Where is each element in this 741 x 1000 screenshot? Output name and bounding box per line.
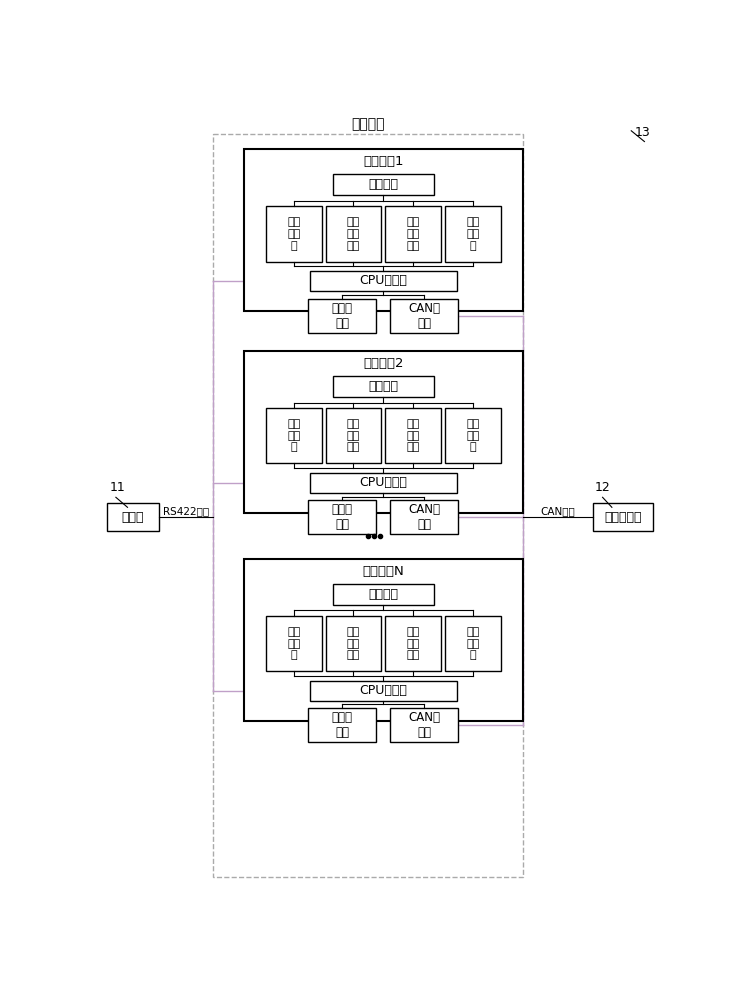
Text: RS422总线: RS422总线 (163, 506, 209, 516)
Bar (333, 584, 433, 605)
Bar (325, 408, 382, 463)
Text: CPU处理器: CPU处理器 (359, 684, 408, 697)
Text: 串口驱
动器: 串口驱 动器 (332, 503, 353, 531)
Text: 通讯装置2: 通讯装置2 (363, 357, 404, 370)
Bar (391, 708, 459, 742)
Bar (266, 616, 322, 671)
Text: 11: 11 (110, 481, 125, 494)
Bar (385, 408, 441, 463)
Bar (308, 708, 376, 742)
Text: CAN总线: CAN总线 (540, 506, 575, 516)
Bar (244, 351, 522, 513)
Text: CAN驱
动器: CAN驱 动器 (408, 711, 440, 739)
Bar (333, 174, 433, 195)
Bar (310, 681, 457, 701)
Bar (325, 616, 382, 671)
Text: 电源模块: 电源模块 (368, 588, 398, 601)
Text: 棒位探测器: 棒位探测器 (604, 511, 642, 524)
Bar (308, 299, 376, 333)
Bar (107, 503, 159, 531)
Text: 通讯装置1: 通讯装置1 (363, 155, 404, 168)
Text: 电源模块: 电源模块 (368, 380, 398, 393)
Bar (310, 473, 457, 493)
Bar (445, 408, 501, 463)
Text: CAN驱
动器: CAN驱 动器 (408, 503, 440, 531)
Text: 温度
监测
模块: 温度 监测 模块 (407, 627, 419, 660)
Text: 故障
指示
灯: 故障 指示 灯 (466, 217, 479, 251)
Bar (266, 206, 322, 262)
Text: 串口驱
动器: 串口驱 动器 (332, 711, 353, 739)
Text: 工作
指示
灯: 工作 指示 灯 (287, 419, 300, 452)
Text: 故障
指示
灯: 故障 指示 灯 (466, 419, 479, 452)
Text: 12: 12 (595, 481, 611, 494)
Bar (445, 206, 501, 262)
Text: 上位机: 上位机 (122, 511, 144, 524)
Text: 工作
指示
灯: 工作 指示 灯 (287, 627, 300, 660)
Text: 电压
监测
模块: 电压 监测 模块 (347, 217, 360, 251)
Text: CAN驱
动器: CAN驱 动器 (408, 302, 440, 330)
Text: CPU处理器: CPU处理器 (359, 476, 408, 489)
Bar (445, 616, 501, 671)
Bar (385, 616, 441, 671)
Bar (385, 206, 441, 262)
Text: 电源模块: 电源模块 (368, 178, 398, 191)
Bar (391, 500, 459, 534)
Bar (593, 503, 653, 531)
Bar (308, 500, 376, 534)
Text: 通讯装置N: 通讯装置N (362, 565, 404, 578)
Bar (244, 149, 522, 311)
Text: 13: 13 (635, 126, 651, 139)
Text: 温度
监测
模块: 温度 监测 模块 (407, 419, 419, 452)
Text: 温度
监测
模块: 温度 监测 模块 (407, 217, 419, 251)
Bar (310, 271, 457, 291)
Text: 工作
指示
灯: 工作 指示 灯 (287, 217, 300, 251)
Text: 通讯设备: 通讯设备 (351, 118, 385, 132)
Text: 串口驱
动器: 串口驱 动器 (332, 302, 353, 330)
Bar (391, 299, 459, 333)
Text: 故障
指示
灯: 故障 指示 灯 (466, 627, 479, 660)
Text: 电压
监测
模块: 电压 监测 模块 (347, 627, 360, 660)
Text: CPU处理器: CPU处理器 (359, 274, 408, 287)
Bar (325, 206, 382, 262)
Bar (333, 376, 433, 397)
Bar (266, 408, 322, 463)
Bar (213, 134, 522, 877)
Bar (244, 559, 522, 721)
Text: 电压
监测
模块: 电压 监测 模块 (347, 419, 360, 452)
